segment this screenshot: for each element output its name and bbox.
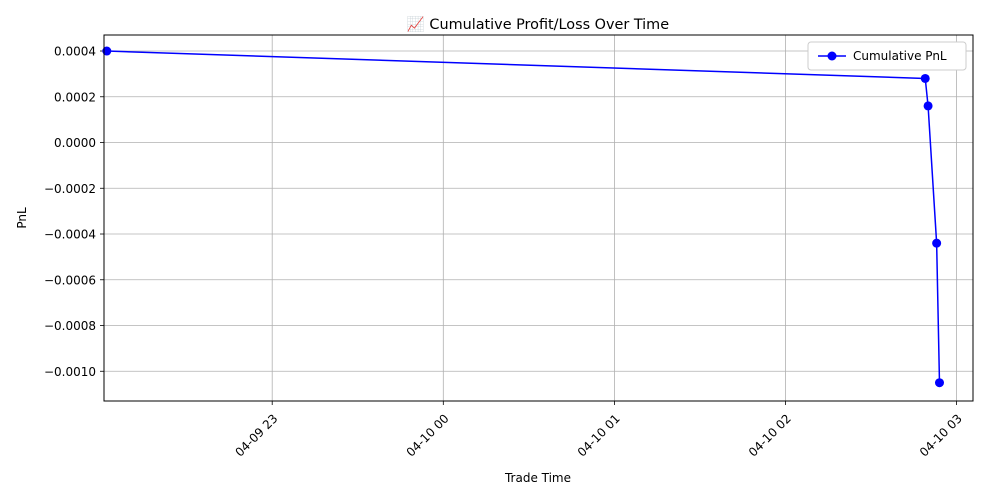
y-tick-label: −0.0006: [44, 273, 96, 287]
plot-frame: [103, 34, 974, 402]
data-point: [932, 238, 942, 248]
y-axis-label: PnL: [15, 207, 29, 229]
data-point: [923, 101, 933, 111]
y-tick-label: 0.0002: [54, 90, 96, 104]
y-axis-ticks: 0.0004 0.0002 0.0000 −0.0002 −0.0004 −0.…: [44, 45, 96, 379]
data-point: [920, 73, 930, 83]
y-tick-label: −0.0008: [44, 319, 96, 333]
legend-box: [807, 41, 967, 71]
legend-marker: [827, 51, 837, 61]
y-tick-label: 0.0000: [54, 136, 96, 150]
chart-title: 📈 Cumulative Profit/Loss Over Time: [407, 15, 669, 33]
y-tick-label: −0.0004: [44, 228, 96, 242]
y-tick-label: −0.0002: [44, 182, 96, 196]
grid-lines: [100, 35, 973, 405]
x-axis-label: Trade Time: [504, 471, 571, 485]
data-point: [102, 46, 112, 56]
legend: Cumulative PnL: [807, 41, 967, 71]
y-tick-label: −0.0010: [44, 365, 96, 379]
data-point: [934, 378, 944, 388]
y-tick-label: 0.0004: [54, 45, 96, 59]
legend-label: Cumulative PnL: [853, 49, 947, 63]
series-layer: [102, 46, 944, 388]
